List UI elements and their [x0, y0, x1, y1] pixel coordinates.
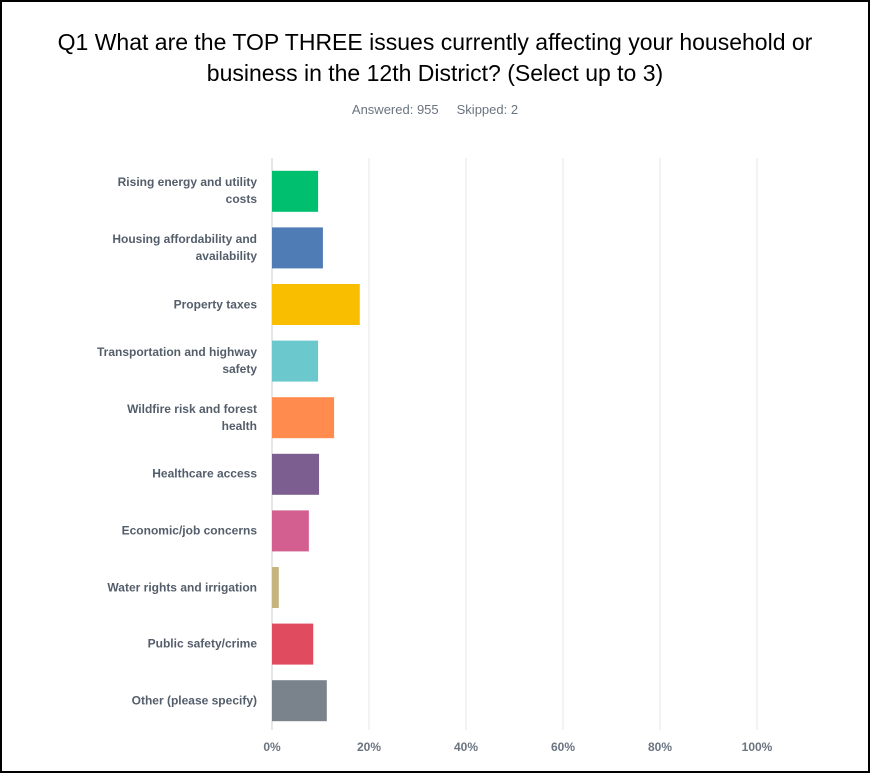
answered: Answered: 955	[351, 102, 439, 117]
skipped: Skipped: 2	[456, 102, 519, 117]
bar	[272, 453, 320, 495]
category-label: Public safety/crime	[147, 636, 257, 651]
category-label: Housing affordability and availability	[112, 231, 257, 263]
bar	[272, 623, 314, 665]
category-label: Property taxes	[173, 297, 257, 311]
bar	[272, 284, 360, 325]
bar	[272, 397, 335, 439]
x-tick-label: 100%	[741, 740, 773, 754]
bar	[272, 680, 327, 722]
category-label: Transportation and highway safety	[96, 345, 257, 377]
x-tick-label: 40%	[453, 740, 479, 754]
stats: Answered: 955 Skipped: 2	[0, 102, 870, 117]
bar	[272, 340, 319, 382]
x-tick-label: 20%	[356, 740, 382, 754]
category-label: Rising energy and utility costs	[117, 175, 257, 207]
category-label: Other (please specify)	[131, 693, 257, 708]
x-tick-label: 80%	[647, 740, 673, 754]
category-label: Wildfire risk and forest health	[127, 401, 257, 433]
x-tick-label: 0%	[263, 740, 281, 754]
category-label: Economic/job concerns	[121, 523, 257, 538]
chart-title: Q1 What are the TOP THREE issues current…	[57, 29, 813, 86]
category-label: Water rights and irrigation	[107, 580, 257, 594]
bar	[272, 227, 323, 269]
category-label: Healthcare access	[152, 466, 257, 481]
bar	[272, 510, 309, 552]
x-tick-label: 60%	[550, 740, 576, 754]
bar	[272, 567, 279, 608]
bar	[272, 170, 319, 212]
